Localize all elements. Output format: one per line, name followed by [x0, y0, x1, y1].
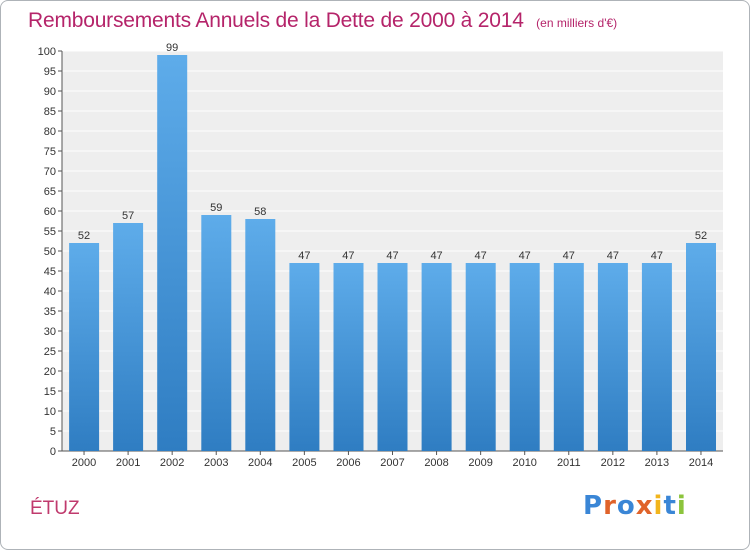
- y-tick-label: 85: [44, 106, 56, 118]
- x-tick-label: 2000: [72, 457, 96, 469]
- bar: [245, 219, 276, 451]
- x-tick-label: 2008: [424, 457, 448, 469]
- bar-value-label: 57: [122, 210, 134, 222]
- y-tick-label: 25: [44, 346, 56, 358]
- bar: [157, 55, 188, 451]
- x-tick-label: 2012: [601, 457, 625, 469]
- y-tick-label: 40: [44, 286, 56, 298]
- bar-value-label: 52: [78, 230, 90, 242]
- bar-value-label: 47: [607, 250, 619, 262]
- bar-value-label: 58: [254, 206, 266, 218]
- bar-value-label: 47: [430, 250, 442, 262]
- x-tick-label: 2003: [204, 457, 228, 469]
- bar: [553, 263, 584, 451]
- logo-letter: t: [663, 491, 677, 521]
- bar-value-label: 47: [342, 250, 354, 262]
- bar: [509, 263, 540, 451]
- bar-value-label: 47: [651, 250, 663, 262]
- chart-header: Remboursements Annuels de la Dette de 20…: [28, 9, 617, 33]
- y-tick-label: 5: [50, 426, 56, 438]
- y-tick-label: 30: [44, 326, 56, 338]
- bar-value-label: 99: [166, 42, 178, 54]
- commune-name: ÉTUZ: [30, 498, 80, 519]
- bar: [641, 263, 672, 451]
- x-tick-label: 2011: [557, 457, 581, 469]
- bar-value-label: 47: [519, 250, 531, 262]
- bar: [377, 263, 408, 451]
- bar-value-label: 59: [210, 202, 222, 214]
- y-tick-label: 0: [50, 446, 56, 458]
- x-tick-label: 2009: [468, 457, 492, 469]
- x-tick-label: 2010: [512, 457, 536, 469]
- proxiti-logo[interactable]: Proxiti: [583, 491, 687, 521]
- y-tick-label: 10: [44, 406, 56, 418]
- chart-subtitle: (en milliers d'€): [536, 16, 618, 30]
- x-tick-label: 2006: [336, 457, 360, 469]
- logo-letter: i: [676, 491, 687, 521]
- x-tick-label: 2004: [248, 457, 272, 469]
- y-tick-label: 50: [44, 246, 56, 258]
- y-tick-label: 45: [44, 266, 56, 278]
- y-tick-label: 100: [38, 46, 56, 58]
- bar-value-label: 47: [298, 250, 310, 262]
- bar: [465, 263, 496, 451]
- y-tick-label: 95: [44, 66, 56, 78]
- logo-letter: i: [653, 491, 664, 521]
- y-tick-label: 75: [44, 146, 56, 158]
- bar: [333, 263, 364, 451]
- y-tick-label: 15: [44, 386, 56, 398]
- bar-value-label: 52: [695, 230, 707, 242]
- y-tick-label: 65: [44, 186, 56, 198]
- y-tick-label: 80: [44, 126, 56, 138]
- logo-letter: P: [583, 491, 604, 521]
- x-tick-label: 2002: [160, 457, 184, 469]
- y-tick-label: 70: [44, 166, 56, 178]
- logo-letter: o: [616, 491, 636, 521]
- x-tick-label: 2007: [380, 457, 404, 469]
- bar: [113, 223, 144, 451]
- bar: [421, 263, 452, 451]
- logo-letter: x: [635, 491, 654, 521]
- y-tick-label: 20: [44, 366, 56, 378]
- x-tick-label: 2005: [292, 457, 316, 469]
- bar: [289, 263, 320, 451]
- bar: [69, 243, 100, 451]
- y-tick-label: 55: [44, 226, 56, 238]
- bar: [597, 263, 628, 451]
- bar-value-label: 47: [563, 250, 575, 262]
- y-tick-label: 90: [44, 86, 56, 98]
- x-tick-label: 2014: [689, 457, 713, 469]
- chart-title: Remboursements Annuels de la Dette de 20…: [28, 9, 524, 32]
- bar: [201, 215, 232, 451]
- y-tick-label: 60: [44, 206, 56, 218]
- bar: [686, 243, 716, 451]
- x-tick-label: 2013: [645, 457, 669, 469]
- bar-value-label: 47: [386, 250, 398, 262]
- bar-value-label: 47: [475, 250, 487, 262]
- logo-letter: r: [603, 491, 617, 521]
- y-tick-label: 35: [44, 306, 56, 318]
- x-tick-label: 2001: [116, 457, 140, 469]
